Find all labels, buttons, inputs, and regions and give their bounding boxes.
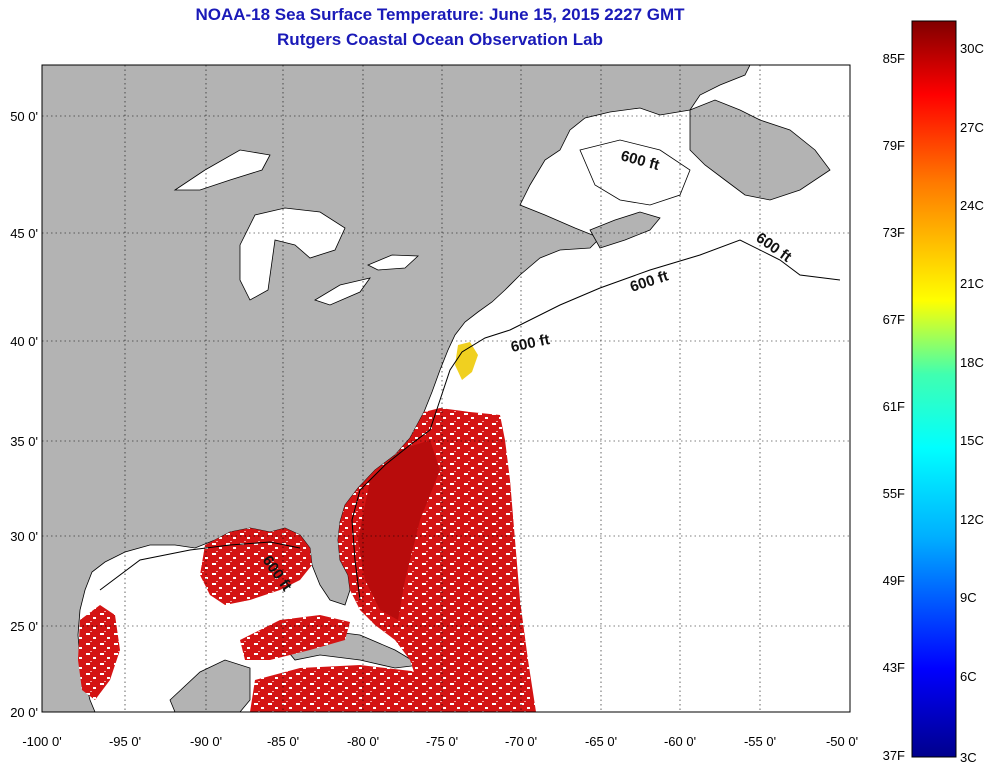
y-tick-label: 20 0' [10, 705, 38, 720]
y-axis: 50 0' 45 0' 40 0' 35 0' 30 0' 25 0' 20 0… [10, 109, 38, 720]
lake-superior [173, 149, 271, 191]
colorbar-f-label: 49F [883, 573, 905, 588]
x-tick-label: -70 0' [505, 734, 537, 749]
x-tick-label: -55 0' [744, 734, 776, 749]
x-tick-label: -85 0' [267, 734, 299, 749]
x-tick-label: -90 0' [190, 734, 222, 749]
colorbar-c-label: 27C [960, 120, 984, 135]
celsius-scale: 30C 27C 24C 21C 18C 15C 12C 9C 6C 3C [960, 41, 984, 765]
colorbar-c-label: 6C [960, 669, 977, 684]
map-frame [41, 64, 851, 713]
colorbar-c-label: 18C [960, 355, 984, 370]
x-tick-label: -95 0' [109, 734, 141, 749]
y-tick-label: 25 0' [10, 619, 38, 634]
fahrenheit-scale: 85F 79F 73F 67F 61F 55F 49F 43F 37F [883, 51, 905, 763]
y-tick-label: 35 0' [10, 434, 38, 449]
x-tick-label: -60 0' [664, 734, 696, 749]
gulf-of-st-lawrence [579, 139, 691, 206]
colorbar-f-label: 79F [883, 138, 905, 153]
map-subtitle: Rutgers Coastal Ocean Observation Lab [277, 30, 603, 49]
nova-scotia [589, 211, 661, 249]
y-tick-label: 40 0' [10, 334, 38, 349]
y-tick-label: 30 0' [10, 529, 38, 544]
colorbar-c-label: 9C [960, 590, 977, 605]
x-tick-label: -100 0' [22, 734, 61, 749]
colorbar-f-label: 43F [883, 660, 905, 675]
map-title: NOAA-18 Sea Surface Temperature: June 15… [195, 5, 685, 24]
gulf-stream-core [358, 440, 440, 620]
gulf-sst-patch [200, 528, 312, 605]
western-gulf-sst-patch [78, 605, 120, 700]
x-tick-label: -75 0' [426, 734, 458, 749]
straits-sst-patch [250, 665, 440, 712]
colorbar-f-label: 55F [883, 486, 905, 501]
y-tick-label: 45 0' [10, 226, 38, 241]
colorbar-c-label: 12C [960, 512, 984, 527]
colorbar-c-label: 24C [960, 198, 984, 213]
colorbar-f-label: 37F [883, 748, 905, 763]
colorbar-c-label: 15C [960, 433, 984, 448]
yucatan [169, 659, 251, 712]
x-axis: -100 0' -95 0' -90 0' -85 0' -80 0' -75 … [22, 734, 858, 749]
color-bar [911, 20, 957, 758]
colorbar-f-label: 73F [883, 225, 905, 240]
contour-line-600ft [351, 239, 841, 601]
y-tick-label: 50 0' [10, 109, 38, 124]
x-tick-label: -50 0' [826, 734, 858, 749]
x-tick-label: -80 0' [347, 734, 379, 749]
colorbar-c-label: 30C [960, 41, 984, 56]
colorbar-f-label: 61F [883, 399, 905, 414]
coastal-shelf-sst [455, 342, 478, 380]
lake-erie [314, 277, 371, 306]
colorbar-f-label: 85F [883, 51, 905, 66]
gulf-contour-600ft [99, 541, 301, 591]
x-tick-label: -65 0' [585, 734, 617, 749]
colorbar-f-label: 67F [883, 312, 905, 327]
lake-michigan-huron [239, 207, 346, 301]
colorbar-c-label: 21C [960, 276, 984, 291]
lake-ontario [367, 254, 419, 271]
newfoundland [689, 99, 831, 201]
colorbar-c-label: 3C [960, 750, 977, 765]
